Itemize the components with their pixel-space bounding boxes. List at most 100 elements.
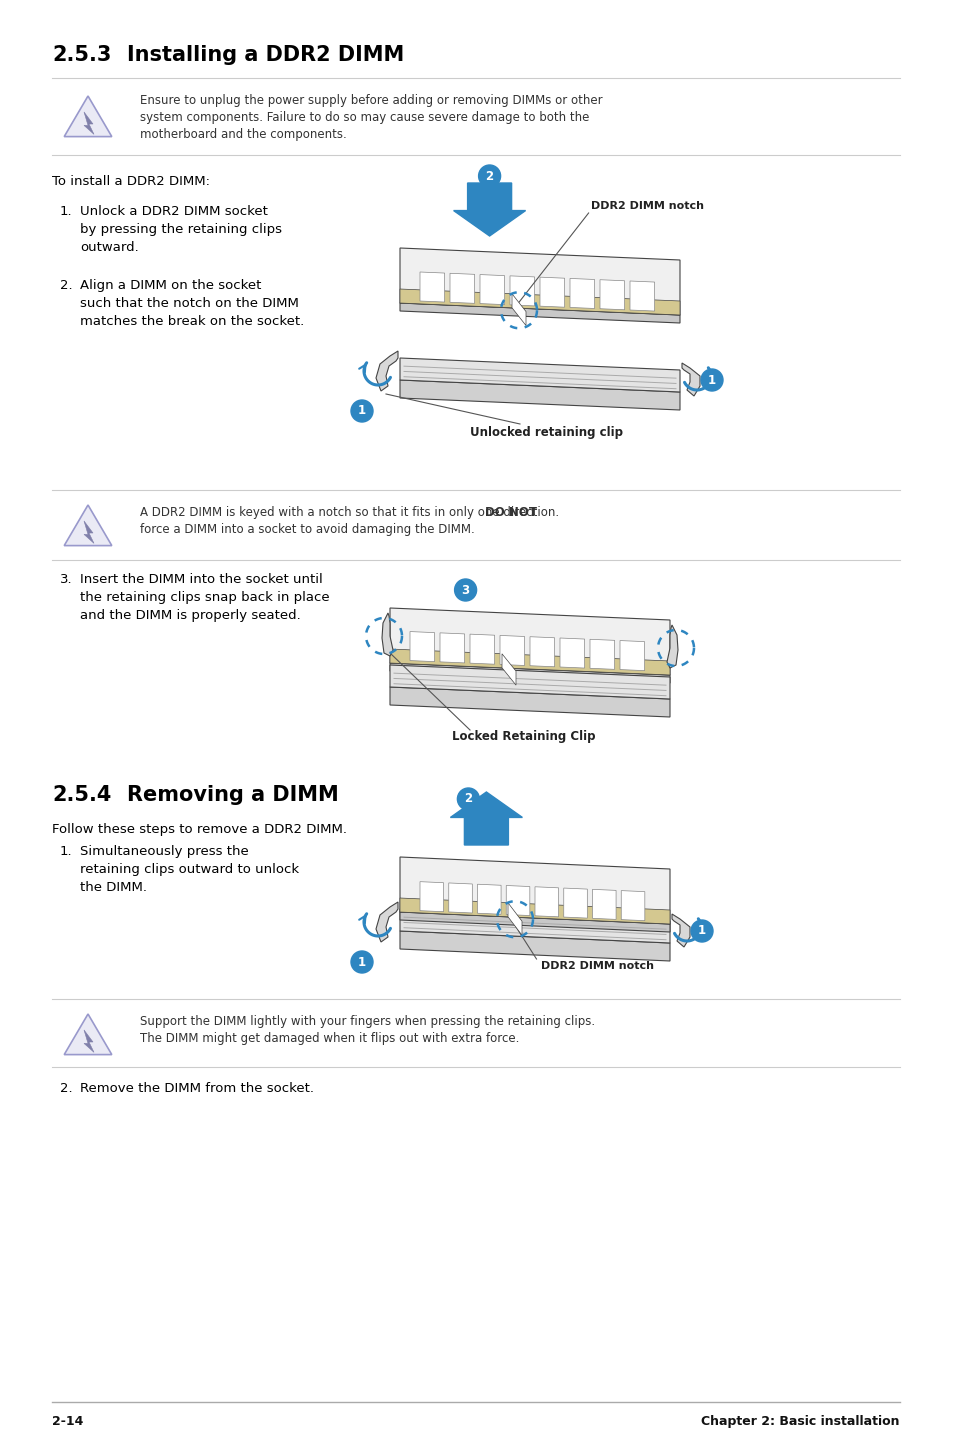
- Polygon shape: [530, 637, 554, 667]
- Polygon shape: [563, 889, 587, 917]
- Polygon shape: [453, 183, 525, 236]
- Text: retaining clips outward to unlock: retaining clips outward to unlock: [80, 863, 299, 876]
- Text: DO NOT: DO NOT: [484, 506, 536, 519]
- Text: motherboard and the components.: motherboard and the components.: [140, 128, 346, 141]
- Text: 2.: 2.: [60, 1081, 72, 1094]
- Polygon shape: [399, 897, 669, 925]
- Text: 3.: 3.: [60, 572, 72, 587]
- Text: DDR2 DIMM notch: DDR2 DIMM notch: [541, 961, 654, 971]
- Polygon shape: [450, 273, 474, 303]
- Polygon shape: [419, 272, 444, 302]
- Circle shape: [456, 788, 479, 810]
- Text: system components. Failure to do so may cause severe damage to both the: system components. Failure to do so may …: [140, 111, 589, 124]
- Polygon shape: [390, 649, 669, 674]
- Polygon shape: [390, 608, 669, 674]
- Polygon shape: [399, 303, 679, 324]
- Text: Insert the DIMM into the socket until: Insert the DIMM into the socket until: [80, 572, 322, 587]
- Text: 2.5.4: 2.5.4: [52, 785, 112, 805]
- Polygon shape: [510, 276, 534, 306]
- Text: 2.: 2.: [60, 279, 72, 292]
- Polygon shape: [64, 96, 112, 137]
- Polygon shape: [499, 636, 524, 666]
- Polygon shape: [599, 280, 624, 309]
- Polygon shape: [375, 351, 397, 391]
- Polygon shape: [399, 857, 669, 925]
- Text: Support the DIMM lightly with your fingers when pressing the retaining clips.: Support the DIMM lightly with your finge…: [140, 1015, 595, 1028]
- Polygon shape: [390, 664, 669, 699]
- Text: outward.: outward.: [80, 242, 138, 255]
- Polygon shape: [399, 912, 669, 932]
- Polygon shape: [64, 505, 112, 545]
- Circle shape: [351, 400, 373, 421]
- Polygon shape: [470, 634, 494, 664]
- Polygon shape: [620, 890, 644, 920]
- Polygon shape: [559, 638, 584, 669]
- Text: The DIMM might get damaged when it flips out with extra force.: The DIMM might get damaged when it flips…: [140, 1032, 518, 1045]
- Polygon shape: [84, 1030, 94, 1053]
- Text: 1: 1: [357, 404, 366, 417]
- Polygon shape: [381, 613, 393, 656]
- Polygon shape: [507, 903, 521, 935]
- Text: Chapter 2: Basic installation: Chapter 2: Basic installation: [700, 1415, 899, 1428]
- Circle shape: [690, 920, 712, 942]
- Polygon shape: [589, 640, 614, 669]
- Polygon shape: [501, 654, 516, 684]
- Polygon shape: [666, 626, 678, 669]
- Polygon shape: [399, 289, 679, 315]
- Polygon shape: [439, 633, 464, 663]
- Text: matches the break on the socket.: matches the break on the socket.: [80, 315, 304, 328]
- Polygon shape: [569, 279, 594, 309]
- Text: 1: 1: [707, 374, 716, 387]
- Circle shape: [351, 951, 373, 974]
- Polygon shape: [477, 884, 500, 915]
- Polygon shape: [64, 1014, 112, 1054]
- Polygon shape: [84, 112, 94, 134]
- Polygon shape: [390, 663, 669, 683]
- Polygon shape: [506, 886, 529, 916]
- Text: Align a DIMM on the socket: Align a DIMM on the socket: [80, 279, 261, 292]
- Text: the DIMM.: the DIMM.: [80, 881, 147, 894]
- Polygon shape: [448, 883, 472, 913]
- Text: and the DIMM is properly seated.: and the DIMM is properly seated.: [80, 610, 300, 623]
- Polygon shape: [399, 247, 679, 315]
- Text: Unlocked retaining clip: Unlocked retaining clip: [470, 426, 622, 439]
- Circle shape: [478, 165, 500, 187]
- Polygon shape: [390, 687, 669, 718]
- Polygon shape: [479, 275, 504, 305]
- Text: 2-14: 2-14: [52, 1415, 83, 1428]
- Text: such that the notch on the DIMM: such that the notch on the DIMM: [80, 298, 298, 311]
- Text: the retaining clips snap back in place: the retaining clips snap back in place: [80, 591, 330, 604]
- Polygon shape: [619, 640, 644, 670]
- Text: A DDR2 DIMM is keyed with a notch so that it fits in only one direction.: A DDR2 DIMM is keyed with a notch so tha…: [140, 506, 562, 519]
- Polygon shape: [681, 362, 700, 395]
- Text: Simultaneously press the: Simultaneously press the: [80, 846, 249, 858]
- Polygon shape: [410, 631, 435, 661]
- Polygon shape: [84, 521, 94, 544]
- Circle shape: [700, 370, 722, 391]
- Text: by pressing the retaining clips: by pressing the retaining clips: [80, 223, 282, 236]
- Text: 1.: 1.: [60, 846, 72, 858]
- Text: Follow these steps to remove a DDR2 DIMM.: Follow these steps to remove a DDR2 DIMM…: [52, 823, 347, 835]
- Text: DDR2 DIMM notch: DDR2 DIMM notch: [590, 201, 703, 211]
- Polygon shape: [399, 358, 679, 393]
- Circle shape: [455, 580, 476, 601]
- Text: 1.: 1.: [60, 206, 72, 219]
- Text: force a DIMM into a socket to avoid damaging the DIMM.: force a DIMM into a socket to avoid dama…: [140, 523, 475, 536]
- Text: Installing a DDR2 DIMM: Installing a DDR2 DIMM: [127, 45, 404, 65]
- Text: 2.5.3: 2.5.3: [52, 45, 112, 65]
- Polygon shape: [671, 915, 689, 948]
- Polygon shape: [592, 889, 616, 919]
- Polygon shape: [399, 909, 669, 943]
- Text: Locked Retaining Clip: Locked Retaining Clip: [452, 731, 595, 743]
- Text: 1: 1: [698, 925, 705, 938]
- Polygon shape: [535, 887, 558, 917]
- Text: 3: 3: [461, 584, 469, 597]
- Text: 1: 1: [357, 955, 366, 969]
- Text: Ensure to unplug the power supply before adding or removing DIMMs or other: Ensure to unplug the power supply before…: [140, 93, 602, 106]
- Text: 2: 2: [464, 792, 472, 805]
- Polygon shape: [629, 280, 654, 311]
- Text: Remove the DIMM from the socket.: Remove the DIMM from the socket.: [80, 1081, 314, 1094]
- Text: 2: 2: [485, 170, 493, 183]
- Polygon shape: [419, 881, 443, 912]
- Polygon shape: [399, 930, 669, 961]
